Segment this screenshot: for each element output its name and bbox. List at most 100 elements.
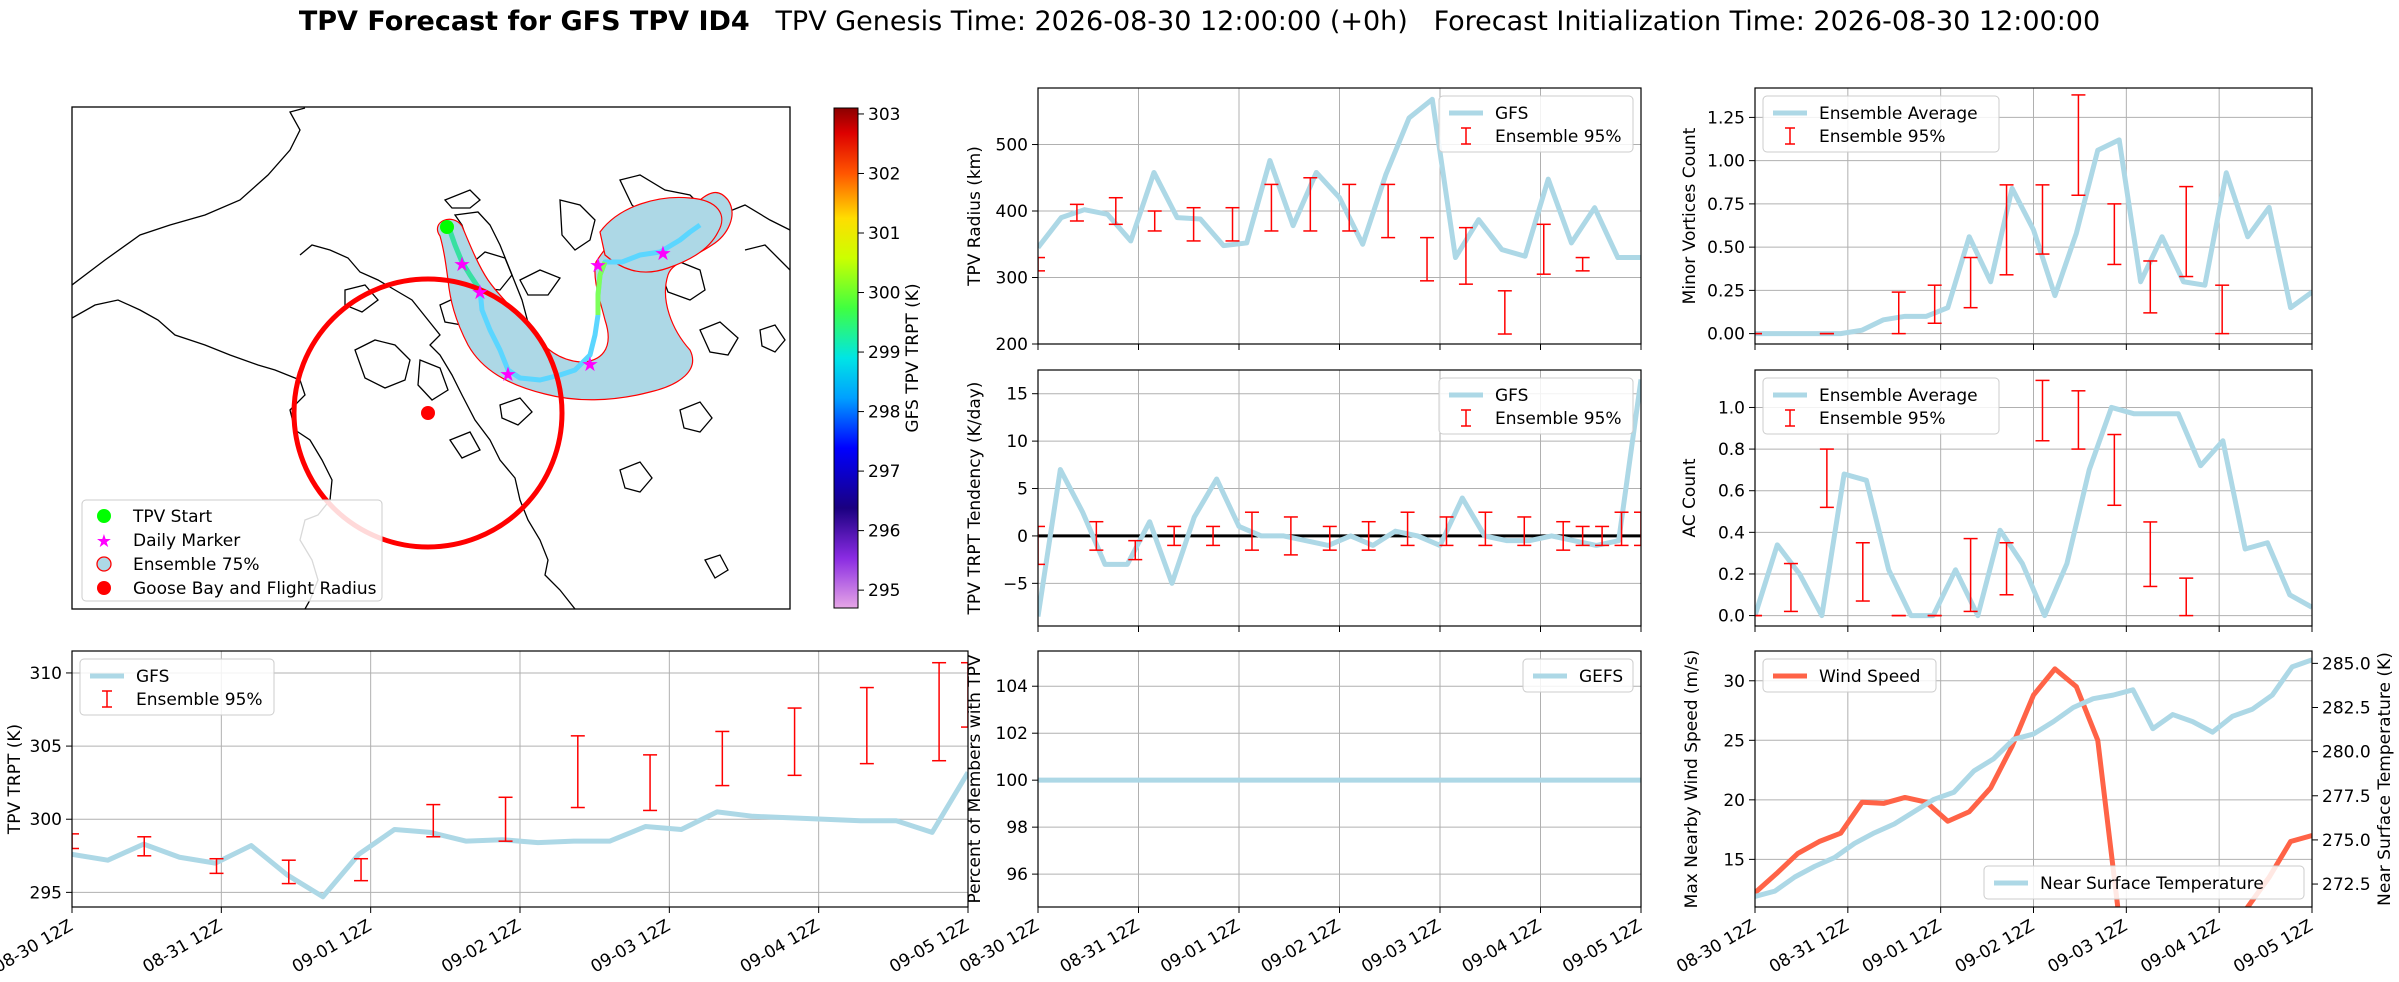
colorbar-tick-label: 297 <box>868 462 900 482</box>
errorbar <box>1244 511 1259 551</box>
errorbar <box>1536 223 1551 275</box>
errorbar <box>1167 525 1182 547</box>
series-line <box>1038 379 1641 617</box>
legend-errorbar-swatch <box>102 690 112 708</box>
errorbar <box>1439 516 1454 547</box>
errorbar <box>2035 184 2050 255</box>
y-tick-label: 96 <box>1006 865 1028 885</box>
legend-box <box>1438 95 1634 153</box>
y-tick-label: 0.2 <box>1718 565 1745 585</box>
colorbar-tick-label: 299 <box>868 343 900 363</box>
y-tick-label: 0.6 <box>1718 482 1745 502</box>
errorbar <box>1497 290 1512 335</box>
chart-ac: 0.0 0.2 0.4 0.6 0.8 1.0 AC Count Ensemble Avera… <box>1680 369 2313 632</box>
legend-label: Ensemble Average <box>1819 104 1978 124</box>
axes-frame <box>1037 650 1642 908</box>
series-line <box>1755 404 2312 619</box>
legend-label: Ensemble 95% <box>1819 409 1946 429</box>
errorbar <box>1614 511 1629 547</box>
legend-box <box>1522 658 1634 693</box>
x-tick-label: 09-05 12Z <box>886 916 972 977</box>
y-tick-label: 98 <box>1006 818 1028 838</box>
x-tick-label: 09-03 12Z <box>1358 916 1444 977</box>
errorbar <box>715 730 730 787</box>
errorbar <box>1342 183 1357 232</box>
y2-tick-label: 282.5 <box>2322 698 2371 718</box>
y-axis-label: Percent of Members with TPV <box>965 654 985 903</box>
errorbar <box>1634 511 1641 547</box>
map-panel: ★ ★ ★ ★ ★ ★ TPV Start ★ Daily Marker Ensemb… <box>71 106 791 610</box>
errorbar <box>1069 203 1084 222</box>
chart-legend: GFS Ensemble 95% <box>79 658 275 716</box>
x-tick-label: 08-31 12Z <box>1057 916 1143 977</box>
legend-errorbar-swatch <box>1785 409 1795 427</box>
errorbar <box>1819 448 1834 509</box>
legend-label: GEFS <box>1579 667 1623 687</box>
errorbar <box>1999 184 2014 276</box>
y-tick-label: 0.4 <box>1718 523 1745 543</box>
errorbar <box>1128 539 1143 561</box>
x-tick-label: 09-01 12Z <box>289 916 375 977</box>
errorbar <box>1108 196 1123 226</box>
svg-text:★: ★ <box>654 241 672 265</box>
y-tick-label: 0 <box>1017 527 1028 547</box>
y-tick-label: 400 <box>996 202 1028 222</box>
y-tick-label: 1.25 <box>1707 108 1745 128</box>
tpv-start-marker <box>440 220 454 234</box>
map-legend-label: TPV Start <box>132 507 213 527</box>
chart-legend: Ensemble Average Ensemble 95% <box>1762 377 2000 435</box>
y-tick-label: 295 <box>30 883 62 903</box>
errorbar <box>1855 541 1870 602</box>
chart-wind: 08-30 12Z 08-31 12Z 09-01 12Z 09-02 12Z 09-0… <box>1673 650 2395 978</box>
errorbar <box>1400 511 1415 547</box>
errorbar <box>1478 511 1493 547</box>
ensemble-75-area-east <box>599 196 723 273</box>
chart-legend: Ensemble Average Ensemble 95% <box>1762 95 2000 153</box>
legend-label: Ensemble 95% <box>1495 409 1622 429</box>
map-legend-circle-marker <box>97 509 111 523</box>
map-legend: TPV Start ★ Daily Marker Ensemble 75% Goose … <box>81 499 383 602</box>
errorbar <box>1927 284 1942 324</box>
y-tick-label: 104 <box>996 677 1028 697</box>
series-group <box>72 661 968 900</box>
errorbar <box>1322 525 1337 551</box>
axes-frame <box>71 650 969 908</box>
chart-minor: 0.00 0.25 0.50 0.75 1.00 1.25 Minor Vortices C… <box>1680 87 2313 350</box>
x-tick-label: 09-04 12Z <box>2137 916 2223 977</box>
y-tick-label: 0.00 <box>1707 325 1745 345</box>
errorbar <box>2215 284 2230 335</box>
errorbar <box>1038 256 1045 272</box>
errorbar <box>1147 210 1162 232</box>
errorbar <box>281 859 296 885</box>
series-line <box>1755 666 2312 907</box>
y-tick-label: 25 <box>1723 731 1745 751</box>
errorbar <box>209 857 224 875</box>
series-line <box>1038 96 1641 261</box>
tpv-track-start <box>445 224 483 292</box>
errorbar <box>1517 516 1532 547</box>
legend-box <box>1762 95 2000 153</box>
series-line <box>72 771 968 900</box>
y2-tick-label: 275.0 <box>2322 831 2371 851</box>
y2-tick-label: 272.5 <box>2322 875 2371 895</box>
errorbar <box>1420 236 1435 282</box>
x-tick-label: 09-02 12Z <box>438 916 524 977</box>
legend-label: Near Surface Temperature <box>2040 874 2264 894</box>
chart-legend: GFS Ensemble 95% <box>1438 95 1634 153</box>
chart-trpt: 08-30 12Z 08-31 12Z 09-01 12Z 09-02 12Z 09-0… <box>0 650 973 977</box>
legend-label: Ensemble Average <box>1819 386 1978 406</box>
legend-box <box>79 658 275 716</box>
x-tick-label: 08-31 12Z <box>140 916 226 977</box>
y-tick-label: 310 <box>30 664 62 684</box>
y-tick-label: 300 <box>30 810 62 830</box>
daily-markers: ★ ★ ★ ★ ★ ★ <box>453 241 672 386</box>
errorbar <box>137 836 152 857</box>
errorbar <box>1283 516 1298 556</box>
colorbar-label: GFS TPV TRPT (K) <box>903 283 923 432</box>
flight-radius-circle <box>291 276 565 550</box>
legend-errorbar-swatch <box>1461 409 1471 427</box>
y2-tick-label: 280.0 <box>2322 743 2371 763</box>
legend-label: GFS <box>136 667 169 687</box>
series-line <box>1755 657 2312 899</box>
